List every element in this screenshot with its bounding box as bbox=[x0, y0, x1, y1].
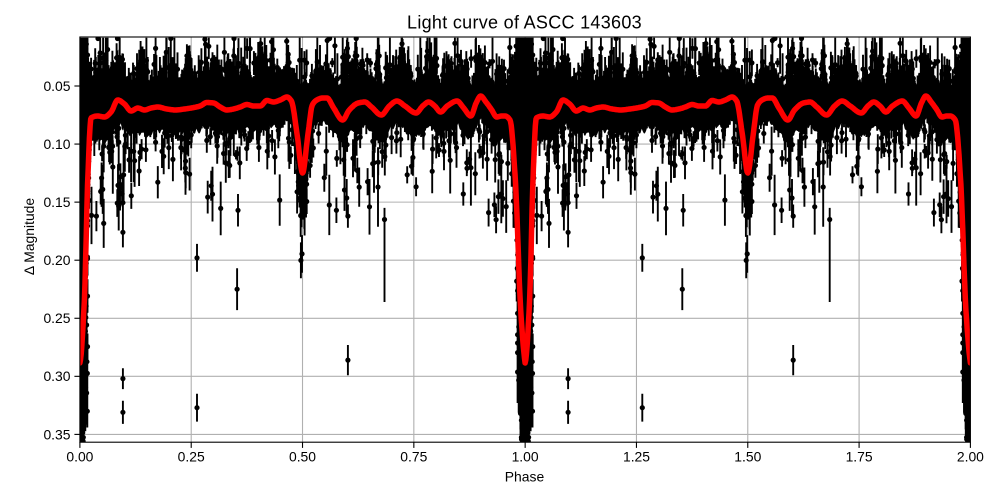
svg-text:0.30: 0.30 bbox=[43, 368, 70, 384]
svg-text:Δ Magnitude: Δ Magnitude bbox=[21, 198, 37, 276]
svg-text:1.50: 1.50 bbox=[734, 448, 761, 464]
svg-text:0.00: 0.00 bbox=[66, 448, 93, 464]
svg-text:0.20: 0.20 bbox=[43, 252, 70, 268]
svg-text:0.15: 0.15 bbox=[43, 194, 70, 210]
svg-text:2.00: 2.00 bbox=[957, 448, 984, 464]
svg-text:Light curve of ASCC 143603: Light curve of ASCC 143603 bbox=[407, 13, 642, 33]
svg-text:0.25: 0.25 bbox=[43, 310, 70, 326]
svg-text:1.25: 1.25 bbox=[623, 448, 650, 464]
svg-text:0.50: 0.50 bbox=[289, 448, 316, 464]
svg-text:0.05: 0.05 bbox=[43, 78, 70, 94]
svg-text:0.75: 0.75 bbox=[400, 448, 427, 464]
svg-text:1.75: 1.75 bbox=[846, 448, 873, 464]
svg-text:Phase: Phase bbox=[505, 469, 545, 485]
svg-text:0.25: 0.25 bbox=[178, 448, 205, 464]
svg-text:0.35: 0.35 bbox=[43, 426, 70, 442]
svg-text:1.00: 1.00 bbox=[512, 448, 539, 464]
svg-text:0.10: 0.10 bbox=[43, 136, 70, 152]
